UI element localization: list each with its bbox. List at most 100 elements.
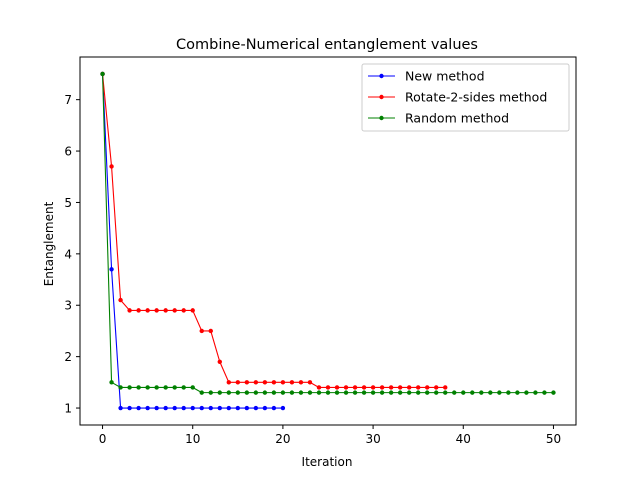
data-point xyxy=(244,380,250,385)
data-point xyxy=(415,385,421,390)
data-point xyxy=(280,405,286,411)
data-point xyxy=(289,390,295,395)
data-point xyxy=(298,390,304,395)
x-tick-label: 0 xyxy=(99,432,107,446)
data-point xyxy=(307,380,313,385)
y-tick-label: 3 xyxy=(64,299,72,313)
data-point xyxy=(325,385,331,390)
data-point xyxy=(163,308,168,313)
data-point xyxy=(406,385,412,390)
data-point xyxy=(524,390,529,395)
data-point xyxy=(136,308,141,313)
legend-item: Random method xyxy=(368,111,509,126)
data-point xyxy=(298,380,304,385)
data-point xyxy=(190,405,195,411)
data-point xyxy=(334,385,340,390)
data-point xyxy=(388,385,394,390)
data-point xyxy=(316,390,322,395)
legend-box xyxy=(361,63,570,132)
data-point xyxy=(488,390,493,395)
data-point xyxy=(443,390,448,395)
data-point xyxy=(542,390,547,395)
series-layer xyxy=(100,71,556,411)
data-point xyxy=(145,405,150,411)
data-point xyxy=(415,390,421,395)
data-point xyxy=(262,390,268,395)
data-point xyxy=(352,390,358,395)
data-point xyxy=(461,390,466,395)
x-axis-label: Iteration xyxy=(302,455,353,469)
data-point xyxy=(379,385,385,390)
data-point xyxy=(208,328,213,334)
data-point xyxy=(425,390,430,395)
x-tick-label: 50 xyxy=(546,432,561,446)
data-point xyxy=(163,405,168,411)
data-point xyxy=(253,390,259,395)
legend-item: New method xyxy=(368,69,485,84)
data-point xyxy=(127,405,132,411)
data-point xyxy=(190,385,195,390)
y-tick-label: 5 xyxy=(64,196,72,210)
data-point xyxy=(109,267,114,272)
plot-area xyxy=(79,56,577,426)
data-point xyxy=(397,385,403,390)
data-point xyxy=(172,385,177,390)
data-point xyxy=(506,390,511,395)
data-point xyxy=(443,385,448,390)
data-point xyxy=(145,308,150,313)
data-point xyxy=(379,390,385,395)
data-point xyxy=(470,390,475,395)
legend-label: Rotate-2-sides method xyxy=(405,90,547,105)
data-point xyxy=(551,390,556,395)
data-point xyxy=(199,390,204,395)
legend-swatch-marker xyxy=(379,73,384,79)
chart-title: Combine-Numerical entanglement values xyxy=(176,37,478,53)
series-line xyxy=(102,73,283,409)
data-point xyxy=(425,385,430,390)
data-point xyxy=(208,405,213,411)
data-point xyxy=(271,390,277,395)
data-point xyxy=(533,390,538,395)
data-point xyxy=(127,308,132,313)
data-point xyxy=(109,164,114,169)
data-point xyxy=(253,405,259,411)
legend-swatch-marker xyxy=(379,115,384,121)
y-axis: 1 2 3 4 5 6 7 xyxy=(64,93,80,416)
data-point xyxy=(181,385,186,390)
data-point xyxy=(154,405,159,411)
series-3 xyxy=(100,71,556,395)
data-point xyxy=(163,385,168,390)
y-tick-label: 2 xyxy=(64,350,72,364)
data-point xyxy=(406,390,412,395)
data-point xyxy=(118,405,123,411)
data-point xyxy=(109,380,114,385)
data-point xyxy=(280,380,286,385)
legend-label: New method xyxy=(405,69,485,84)
data-point xyxy=(370,385,376,390)
data-point xyxy=(307,390,313,395)
x-tick-label: 30 xyxy=(365,432,380,446)
data-point xyxy=(181,308,186,313)
data-point xyxy=(325,390,331,395)
data-point xyxy=(172,405,177,411)
data-point xyxy=(244,405,250,411)
data-point xyxy=(235,405,241,411)
data-point xyxy=(515,390,520,395)
data-point xyxy=(352,385,358,390)
x-tick-label: 10 xyxy=(185,432,200,446)
data-point xyxy=(199,328,204,334)
data-point xyxy=(118,385,123,390)
data-point xyxy=(118,297,123,303)
data-point xyxy=(262,405,268,411)
data-point xyxy=(226,390,231,395)
data-point xyxy=(370,390,376,395)
data-point xyxy=(497,390,502,395)
data-point xyxy=(145,385,150,390)
data-point xyxy=(452,390,457,395)
data-point xyxy=(361,385,367,390)
data-point xyxy=(316,385,322,390)
data-point xyxy=(280,390,286,395)
legend: New method Rotate-2-sides method Random me… xyxy=(361,63,570,132)
legend-item: Rotate-2-sides method xyxy=(368,90,547,105)
